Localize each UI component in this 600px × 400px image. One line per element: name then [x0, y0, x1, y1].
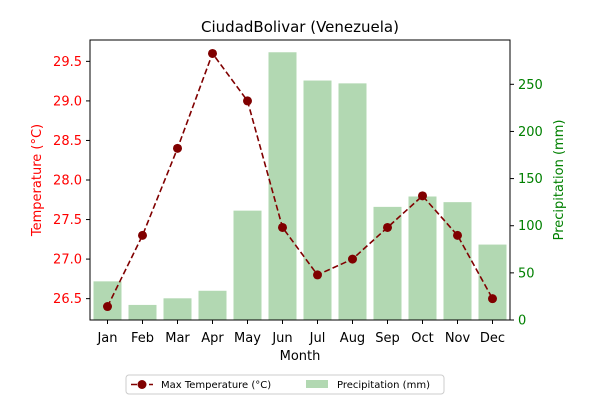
temperature-point-feb	[138, 230, 147, 240]
temperature-point-jun	[278, 222, 287, 232]
temperature-point-nov	[453, 230, 462, 240]
x-axis-label: Month	[280, 349, 321, 364]
temperature-point-jan	[103, 302, 112, 312]
legend-label-precipitation: Precipitation (mm)	[337, 380, 430, 391]
left-y-tick-label: 29.5	[53, 55, 82, 70]
precipitation-bar-may	[233, 210, 262, 320]
precipitation-bar-oct	[408, 196, 437, 320]
x-tick-label: Oct	[411, 331, 433, 346]
left-y-axis-label: Temperature (°C)	[30, 124, 45, 237]
x-tick-label: Feb	[131, 331, 154, 346]
precipitation-bar-jul	[303, 80, 332, 320]
x-tick-label: Jan	[96, 331, 117, 346]
x-tick-label: May	[234, 331, 261, 346]
left-y-tick-label: 28.0	[53, 174, 82, 189]
left-y-tick-label: 27.5	[53, 213, 82, 228]
x-axis: Jan Feb Mar Apr May Jun Jul Aug Sep Oct Nov Dec	[96, 320, 505, 346]
right-y-tick-label: 50	[518, 266, 535, 281]
x-tick-label: Jul	[309, 331, 326, 346]
precipitation-bar-aug	[338, 83, 367, 321]
legend-marker-swatch	[137, 380, 147, 389]
temperature-point-aug	[348, 254, 357, 264]
left-y-tick-label: 29.0	[53, 94, 82, 109]
precipitation-bar-jun	[268, 52, 297, 320]
left-y-tick-label: 27.0	[53, 253, 82, 268]
right-y-axis-label: Precipitation (mm)	[552, 120, 567, 241]
precipitation-bar-feb	[128, 304, 157, 320]
temperature-point-jul	[313, 270, 322, 280]
legend-frame	[125, 374, 445, 395]
temperature-series-line	[106, 51, 494, 307]
temperature-point-sep	[383, 222, 392, 232]
precipitation-bar-mar	[163, 298, 192, 320]
right-y-tick-label: 200	[518, 125, 543, 140]
x-tick-label: Apr	[201, 331, 224, 346]
temperature-point-may	[243, 96, 252, 106]
x-tick-label: Sep	[375, 331, 400, 346]
chart-title: CiudadBolivar (Venezuela)	[201, 18, 399, 36]
precipitation-bar-dec	[478, 244, 507, 320]
x-tick-label: Nov	[445, 331, 471, 346]
left-y-tick-label: 26.5	[53, 292, 82, 307]
x-tick-label: Aug	[340, 331, 365, 346]
temperature-point-mar	[173, 143, 182, 153]
temperature-point-apr	[208, 48, 217, 58]
x-tick-label: Jun	[271, 331, 292, 346]
left-y-axis: 26.5 27.0 27.5 28.0 28.5 29.0 29.5	[53, 55, 90, 307]
right-y-tick-label: 250	[518, 78, 543, 93]
precipitation-bar-apr	[198, 290, 227, 320]
temperature-line	[103, 48, 497, 312]
right-y-tick-label: 100	[518, 219, 543, 234]
legend-bar-swatch	[306, 380, 328, 388]
legend-label-temperature: Max Temperature (°C)	[161, 380, 271, 391]
right-y-tick-label: 150	[518, 172, 543, 187]
precipitation-bar-nov	[443, 202, 472, 320]
right-y-axis: 0 50 100 150 200 250	[510, 78, 543, 329]
x-tick-label: Mar	[165, 331, 190, 346]
legend: Max Temperature (°C) Precipitation (mm)	[125, 374, 445, 395]
right-y-tick-label: 0	[518, 314, 526, 329]
temperature-point-dec	[488, 294, 497, 304]
x-tick-label: Dec	[480, 331, 505, 346]
temperature-point-oct	[418, 191, 427, 201]
left-y-tick-label: 28.5	[53, 134, 82, 149]
